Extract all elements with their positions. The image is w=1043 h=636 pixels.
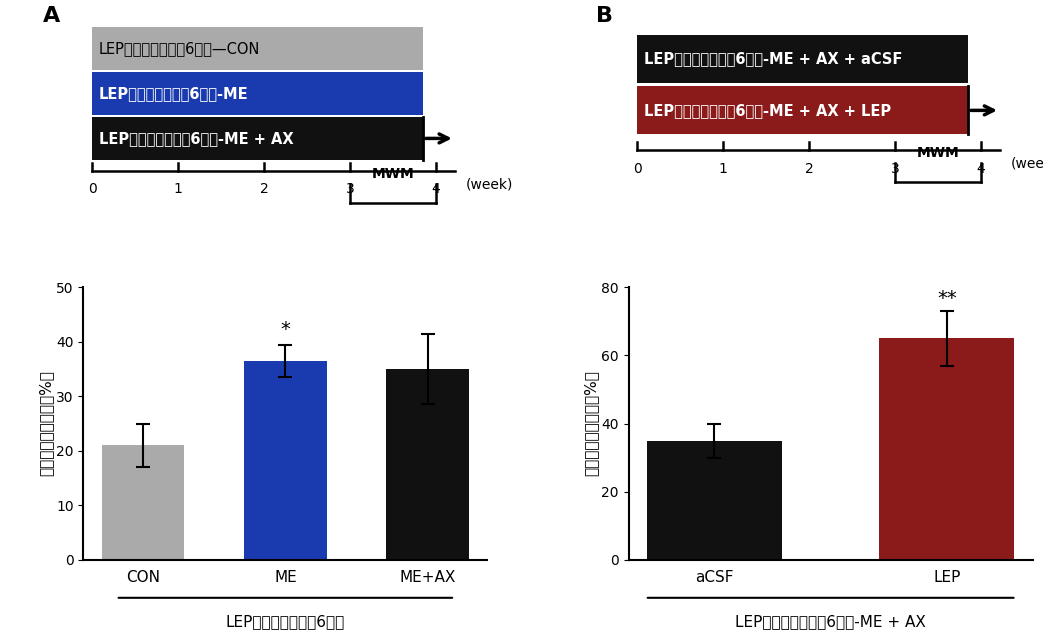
Text: (week): (week) bbox=[466, 177, 513, 191]
Text: LEP缺陷遗传性肥耉6小鼠: LEP缺陷遗传性肥耉6小鼠 bbox=[225, 614, 345, 629]
Bar bbox=[92, 72, 422, 115]
Bar bbox=[647, 441, 782, 560]
Text: 0: 0 bbox=[88, 183, 96, 197]
Text: 1: 1 bbox=[719, 162, 728, 176]
Text: B: B bbox=[597, 6, 613, 26]
Text: 4: 4 bbox=[976, 162, 986, 176]
Text: 2: 2 bbox=[260, 183, 268, 197]
Bar bbox=[637, 86, 968, 134]
Text: 2: 2 bbox=[805, 162, 814, 176]
Text: LEP缺陷遗传性肥耉6小鼠-ME + AX + aCSF: LEP缺陷遗传性肥耉6小鼠-ME + AX + aCSF bbox=[645, 52, 902, 67]
Text: *: * bbox=[281, 320, 290, 339]
Text: 3: 3 bbox=[891, 162, 899, 176]
Text: LEP缺陷遗传性肥耉6小鼠—CON: LEP缺陷遗传性肥耉6小鼠—CON bbox=[99, 41, 261, 56]
Text: (week): (week) bbox=[1011, 157, 1043, 171]
Text: LEP缺陷遗传性肥耉6小鼠-ME + AX: LEP缺陷遗传性肥耉6小鼠-ME + AX bbox=[735, 614, 926, 629]
Bar bbox=[92, 117, 422, 160]
Text: 3: 3 bbox=[345, 183, 355, 197]
Text: **: ** bbox=[937, 289, 956, 308]
Bar bbox=[102, 445, 185, 560]
Text: A: A bbox=[43, 6, 60, 26]
Text: MWM: MWM bbox=[371, 167, 414, 181]
Bar bbox=[879, 338, 1014, 560]
Text: 4: 4 bbox=[432, 183, 440, 197]
Bar bbox=[92, 27, 422, 71]
Bar bbox=[637, 35, 968, 83]
Y-axis label: 平台面的游泳比例（%）: 平台面的游泳比例（%） bbox=[584, 371, 599, 476]
Text: LEP缺陷遗传性肥耉6小鼠-ME + AX + LEP: LEP缺陷遗传性肥耉6小鼠-ME + AX + LEP bbox=[645, 103, 892, 118]
Text: MWM: MWM bbox=[917, 146, 960, 160]
Text: LEP缺陷遗传性肥耉6小鼠-ME + AX: LEP缺陷遗传性肥耉6小鼠-ME + AX bbox=[99, 131, 293, 146]
Bar bbox=[386, 369, 469, 560]
Text: 1: 1 bbox=[173, 183, 183, 197]
Y-axis label: 平台面的游泳比例（%）: 平台面的游泳比例（%） bbox=[39, 371, 53, 476]
Text: LEP缺陷遗传性肥耉6小鼠-ME: LEP缺陷遗传性肥耉6小鼠-ME bbox=[99, 86, 248, 101]
Bar bbox=[244, 361, 326, 560]
Text: 0: 0 bbox=[633, 162, 641, 176]
